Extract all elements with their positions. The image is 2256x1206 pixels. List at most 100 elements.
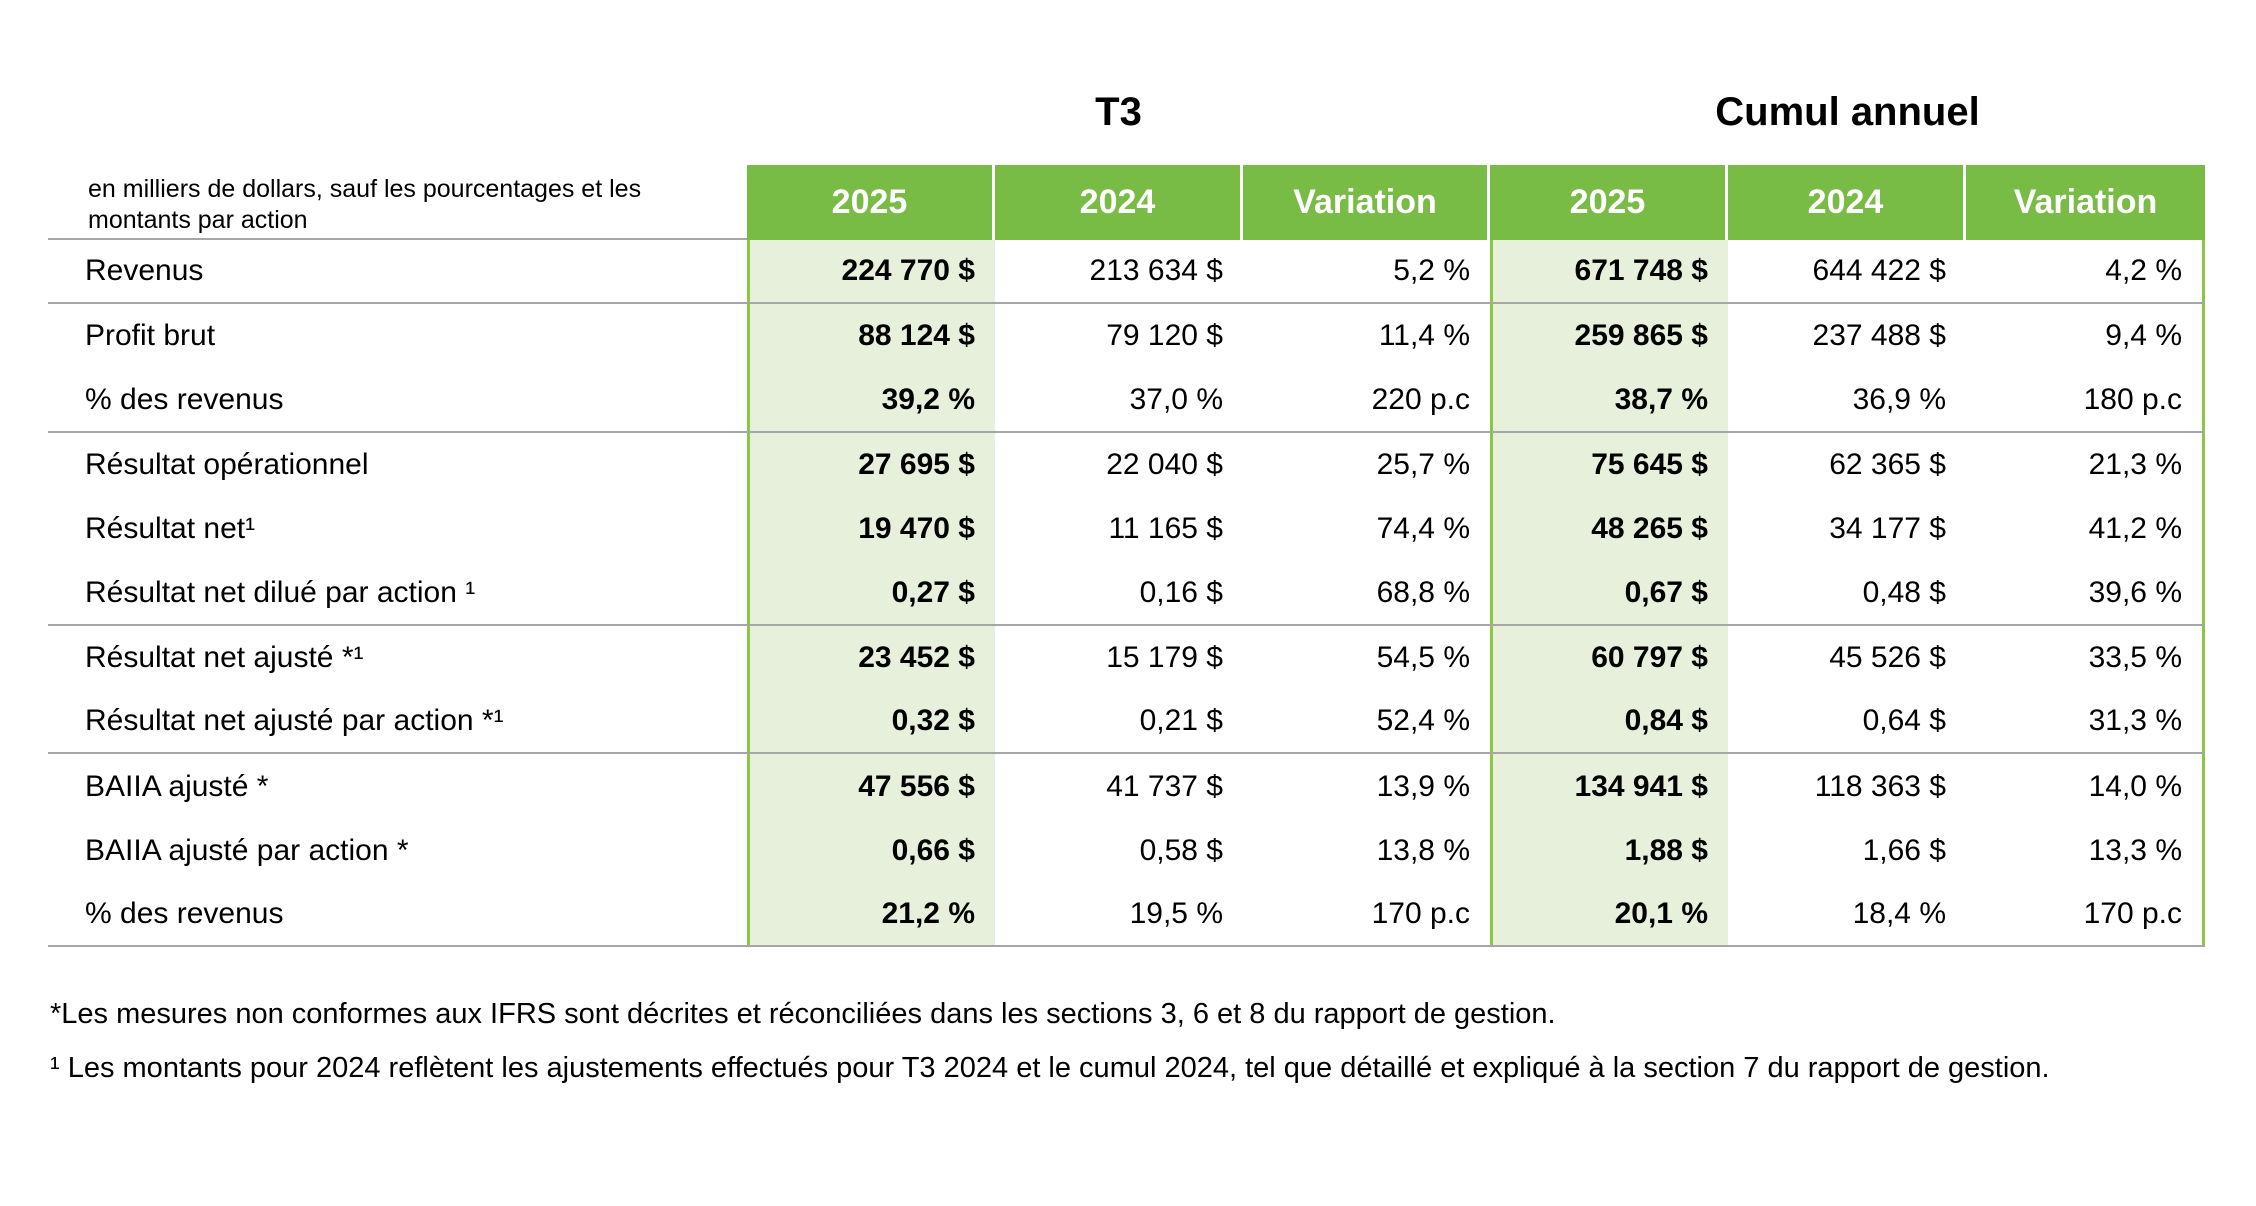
- cell-value: 5,2 %: [1393, 254, 1470, 288]
- column-header-t3-2024: 2024: [995, 165, 1240, 240]
- table-row: Revenus 224 770 $ 213 634 $ 5,2 % 671 748 $ 6…: [48, 240, 2205, 305]
- unit-note: en milliers de dollars, sauf les pourcen…: [88, 175, 642, 234]
- cell-value: 21,3 %: [1966, 432, 2205, 498]
- cell-value: 11,4 %: [1378, 319, 1470, 353]
- column-header-cumul-2025: 2025: [1490, 165, 1725, 240]
- row-label: % des revenus: [85, 897, 284, 931]
- cell-value: 1,66 $: [1862, 833, 1946, 867]
- table-row: Résultat opérationnel 27 695 $ 22 040 $ 25,…: [48, 432, 2205, 498]
- cell-value: 14,0 %: [1966, 754, 2205, 819]
- cell-value: 15 179 $: [1106, 640, 1223, 674]
- column-header-cumul-2024: 2024: [1728, 165, 1963, 240]
- cell-value: 0,21 $: [1139, 704, 1223, 738]
- cell-value: 31,3 %: [1966, 690, 2205, 753]
- cell-value: 27 695 $: [747, 432, 995, 498]
- cell-value: 88 124 $: [747, 304, 995, 369]
- cell-value: 21,2 %: [747, 882, 995, 946]
- cell-value: 68,8 %: [1376, 575, 1470, 609]
- cell-value: 0,64 $: [1862, 704, 1946, 738]
- cell-value: 9,4 %: [1966, 304, 2205, 369]
- cell-value: 45 526 $: [1829, 640, 1946, 674]
- cell-value: 34 177 $: [1829, 512, 1946, 546]
- cell-value: 75 645 $: [1490, 432, 1728, 498]
- cell-value: 48 265 $: [1490, 497, 1728, 562]
- cell-value: 4,2 %: [1966, 240, 2205, 303]
- cell-value: 170 p.c: [1966, 882, 2205, 946]
- cell-value: 134 941 $: [1490, 754, 1728, 819]
- column-header-t3-2025: 2025: [747, 165, 992, 240]
- cell-value: 13,3 %: [1966, 818, 2205, 883]
- cell-value: 180 p.c: [1966, 368, 2205, 431]
- row-label: % des revenus: [85, 382, 284, 416]
- cell-value: 39,6 %: [1966, 561, 2205, 624]
- cell-value: 0,32 $: [747, 690, 995, 753]
- cell-value: 47 556 $: [747, 754, 995, 819]
- cell-value: 37,0 %: [1129, 382, 1223, 416]
- cell-value: 36,9 %: [1852, 382, 1946, 416]
- cell-value: 644 422 $: [1812, 254, 1946, 288]
- cell-value: 0,58 $: [1139, 833, 1223, 867]
- cell-value: 22 040 $: [1106, 448, 1223, 482]
- header-label-spacer: [48, 165, 747, 240]
- cell-value: 0,84 $: [1490, 690, 1728, 753]
- cell-value: 11 165 $: [1108, 512, 1223, 546]
- cell-value: 13,9 %: [1376, 769, 1470, 803]
- column-header-cumul-variation: Variation: [1966, 165, 2205, 240]
- table-body: Revenus 224 770 $ 213 634 $ 5,2 % 671 748 $ 6…: [48, 240, 2205, 948]
- cell-value: 23 452 $: [747, 625, 995, 691]
- cell-value: 25,7 %: [1376, 448, 1470, 482]
- cell-value: 52,4 %: [1376, 704, 1470, 738]
- table-row: Résultat net dilué par action ¹ 0,27 $ 0,1…: [48, 561, 2205, 626]
- cell-value: 0,66 $: [747, 818, 995, 883]
- group-title-t3: T3: [1095, 90, 1142, 134]
- table-row: Résultat net ajusté par action *¹ 0,32 $ 0…: [48, 690, 2205, 755]
- row-label: BAIIA ajusté *: [85, 769, 269, 803]
- cell-value: 0,27 $: [747, 561, 995, 624]
- cell-value: 79 120 $: [1106, 319, 1223, 353]
- cell-value: 19 470 $: [747, 497, 995, 562]
- cell-value: 0,67 $: [1490, 561, 1728, 624]
- cell-value: 170 p.c: [1371, 897, 1470, 931]
- cell-value: 220 p.c: [1371, 382, 1470, 416]
- table-header-row: 2025 2024 Variation 2025 2024 Variation: [48, 165, 2205, 240]
- row-label: Résultat net dilué par action ¹: [85, 575, 476, 609]
- table-row: Résultat net ajusté *¹ 23 452 $ 15 179 $ 54…: [48, 625, 2205, 691]
- table-row: BAIIA ajusté * 47 556 $ 41 737 $ 13,9 % 134 …: [48, 754, 2205, 819]
- cell-value: 41,2 %: [1966, 497, 2205, 562]
- footnote-ifrs: *Les mesures non conformes aux IFRS sont…: [50, 998, 1556, 1030]
- cell-value: 0,16 $: [1139, 575, 1223, 609]
- group-title-cumul-annuel: Cumul annuel: [1715, 90, 1980, 134]
- cell-value: 0,48 $: [1862, 575, 1946, 609]
- row-label: BAIIA ajusté par action *: [85, 833, 409, 867]
- cell-value: 62 365 $: [1829, 448, 1946, 482]
- cell-value: 118 363 $: [1814, 769, 1946, 803]
- cell-value: 13,8 %: [1376, 833, 1470, 867]
- cell-value: 33,5 %: [1966, 625, 2205, 691]
- row-label: Résultat net¹: [85, 512, 256, 546]
- cell-value: 259 865 $: [1490, 304, 1728, 369]
- cell-value: 1,88 $: [1490, 818, 1728, 883]
- table-row: BAIIA ajusté par action * 0,66 $ 0,58 $ 13,…: [48, 818, 2205, 883]
- row-label: Profit brut: [85, 319, 216, 353]
- column-header-t3-variation: Variation: [1243, 165, 1487, 240]
- cell-value: 671 748 $: [1490, 240, 1728, 303]
- row-label: Résultat net ajusté par action *¹: [85, 704, 504, 738]
- cell-value: 60 797 $: [1490, 625, 1728, 691]
- cell-value: 213 634 $: [1089, 254, 1223, 288]
- cell-value: 38,7 %: [1490, 368, 1728, 431]
- row-label: Résultat net ajusté *¹: [85, 640, 364, 674]
- cell-value: 18,4 %: [1852, 897, 1946, 931]
- cell-value: 20,1 %: [1490, 882, 1728, 946]
- table-row: % des revenus 21,2 % 19,5 % 170 p.c 20,1 % 18…: [48, 882, 2205, 948]
- cell-value: 224 770 $: [747, 240, 995, 303]
- cell-value: 19,5 %: [1129, 897, 1223, 931]
- footnote-2024-adjustments: ¹ Les montants pour 2024 reflètent les a…: [50, 1052, 2050, 1084]
- cell-value: 54,5 %: [1376, 640, 1470, 674]
- table-row: % des revenus 39,2 % 37,0 % 220 p.c 38,7 % 36…: [48, 368, 2205, 433]
- cell-value: 39,2 %: [747, 368, 995, 431]
- row-label: Revenus: [85, 254, 204, 288]
- cell-value: 74,4 %: [1376, 512, 1470, 546]
- table-row: Profit brut 88 124 $ 79 120 $ 11,4 % 259 865…: [48, 304, 2205, 369]
- cell-value: 41 737 $: [1106, 769, 1223, 803]
